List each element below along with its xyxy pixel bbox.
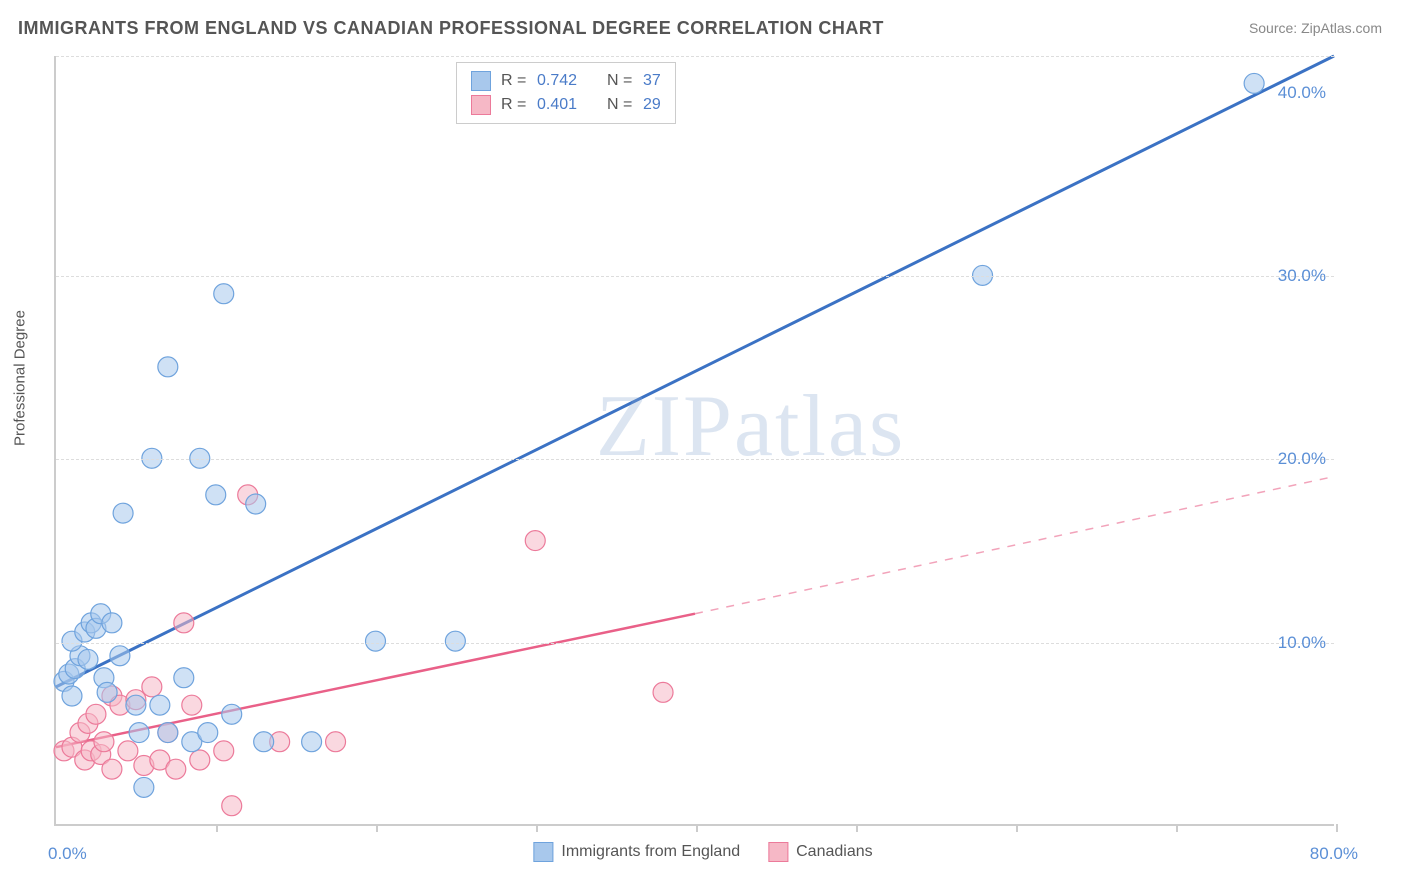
legend-label-blue: Immigrants from England	[561, 843, 740, 861]
scatter-point-blue	[190, 448, 210, 468]
gridline	[56, 276, 1334, 277]
plot-area: ZIPatlas R = 0.742 N = 37 R = 0.401 N = …	[54, 56, 1334, 826]
gridline	[56, 643, 1334, 644]
scatter-point-blue	[129, 723, 149, 743]
legend-item-pink: Canadians	[768, 842, 873, 862]
y-axis-label: Professional Degree	[12, 310, 29, 446]
scatter-point-blue	[206, 485, 226, 505]
scatter-point-pink	[166, 759, 186, 779]
y-tick-label: 10.0%	[1278, 633, 1326, 653]
n-label: N =	[607, 96, 633, 114]
x-axis-max-label: 80.0%	[1310, 844, 1358, 864]
legend-item-blue: Immigrants from England	[533, 842, 740, 862]
scatter-point-blue	[366, 631, 386, 651]
scatter-point-blue	[158, 357, 178, 377]
gridline	[56, 56, 1334, 57]
scatter-point-blue	[150, 695, 170, 715]
swatch-blue	[471, 71, 491, 91]
chart-svg	[56, 56, 1334, 824]
r-label: R =	[501, 96, 527, 114]
scatter-point-pink	[118, 741, 138, 761]
scatter-point-blue	[214, 284, 234, 304]
swatch-blue	[533, 842, 553, 862]
legend-row-pink: R = 0.401 N = 29	[471, 93, 661, 117]
scatter-point-blue	[97, 682, 117, 702]
scatter-point-blue	[62, 686, 82, 706]
x-tick	[1176, 824, 1178, 832]
x-tick	[1016, 824, 1018, 832]
n-label: N =	[607, 72, 633, 90]
r-value-blue: 0.742	[537, 72, 597, 90]
scatter-point-blue	[302, 732, 322, 752]
x-axis-min-label: 0.0%	[48, 844, 87, 864]
scatter-point-pink	[174, 613, 194, 633]
scatter-point-pink	[653, 682, 673, 702]
scatter-point-pink	[142, 677, 162, 697]
x-tick	[696, 824, 698, 832]
scatter-point-pink	[214, 741, 234, 761]
scatter-point-blue	[174, 668, 194, 688]
y-tick-label: 20.0%	[1278, 449, 1326, 469]
scatter-point-blue	[113, 503, 133, 523]
scatter-point-pink	[222, 796, 242, 816]
correlation-legend: R = 0.742 N = 37 R = 0.401 N = 29	[456, 62, 676, 124]
source-attribution: Source: ZipAtlas.com	[1249, 20, 1382, 36]
legend-label-pink: Canadians	[796, 843, 873, 861]
r-label: R =	[501, 72, 527, 90]
scatter-point-pink	[190, 750, 210, 770]
scatter-point-blue	[126, 695, 146, 715]
scatter-point-blue	[246, 494, 266, 514]
swatch-pink	[471, 95, 491, 115]
scatter-point-blue	[254, 732, 274, 752]
x-tick	[1336, 824, 1338, 832]
scatter-point-pink	[102, 759, 122, 779]
x-tick	[856, 824, 858, 832]
scatter-point-pink	[86, 704, 106, 724]
gridline	[56, 459, 1334, 460]
x-tick	[536, 824, 538, 832]
n-value-pink: 29	[643, 96, 661, 114]
scatter-point-blue	[142, 448, 162, 468]
scatter-point-pink	[525, 531, 545, 551]
scatter-point-blue	[78, 649, 98, 669]
x-tick	[376, 824, 378, 832]
scatter-point-pink	[182, 695, 202, 715]
scatter-point-blue	[222, 704, 242, 724]
trendline-pink-dashed	[695, 477, 1334, 614]
legend-row-blue: R = 0.742 N = 37	[471, 69, 661, 93]
scatter-point-pink	[94, 732, 114, 752]
y-tick-label: 40.0%	[1278, 83, 1326, 103]
scatter-point-blue	[1244, 73, 1264, 93]
swatch-pink	[768, 842, 788, 862]
scatter-point-blue	[445, 631, 465, 651]
n-value-blue: 37	[643, 72, 661, 90]
series-legend: Immigrants from England Canadians	[533, 842, 872, 862]
scatter-point-pink	[326, 732, 346, 752]
scatter-point-blue	[134, 777, 154, 797]
x-tick	[216, 824, 218, 832]
r-value-pink: 0.401	[537, 96, 597, 114]
scatter-point-blue	[158, 723, 178, 743]
scatter-point-blue	[110, 646, 130, 666]
trendline-blue	[56, 56, 1334, 687]
scatter-point-blue	[198, 723, 218, 743]
y-tick-label: 30.0%	[1278, 266, 1326, 286]
scatter-point-blue	[102, 613, 122, 633]
chart-title: IMMIGRANTS FROM ENGLAND VS CANADIAN PROF…	[18, 18, 884, 39]
